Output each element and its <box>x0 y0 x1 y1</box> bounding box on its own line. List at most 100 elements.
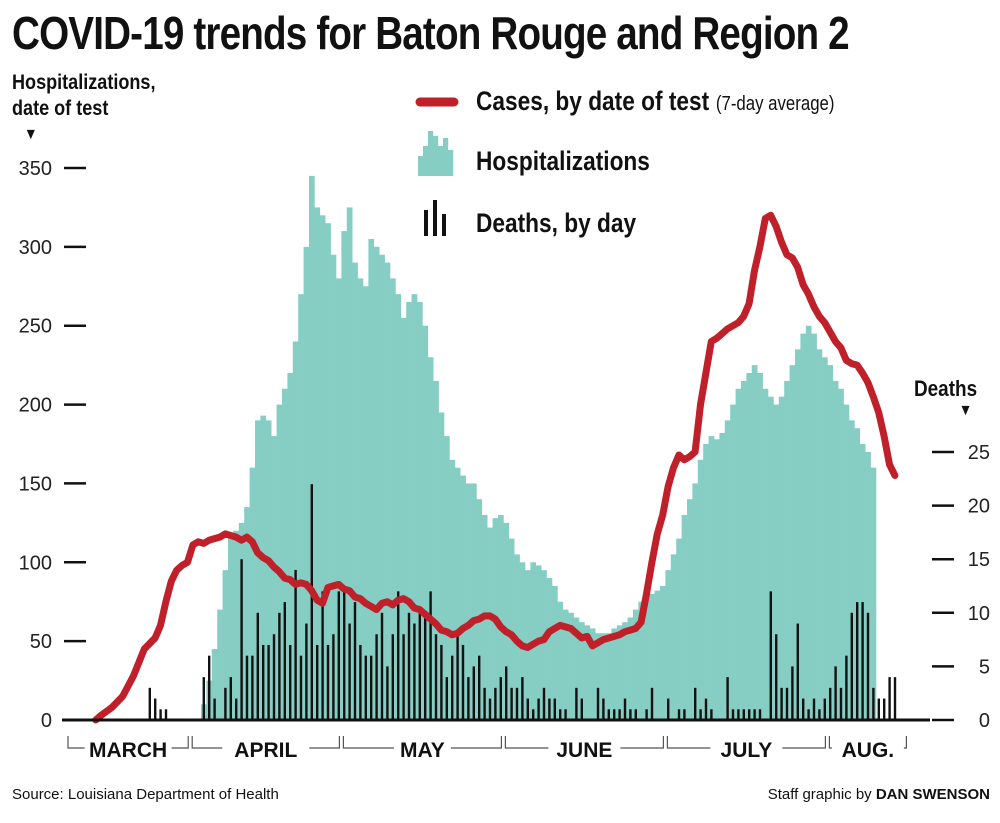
right-tick-label: 10 <box>968 603 990 625</box>
death-bar <box>245 655 249 720</box>
hospitalization-bar <box>627 617 634 720</box>
death-bar <box>413 623 416 720</box>
hospitalization-bar <box>832 380 839 720</box>
right-axis-label-text: Deaths <box>914 376 978 401</box>
month-label-bg <box>710 744 783 754</box>
cases-line-group <box>92 211 899 724</box>
hospitalization-bar <box>692 483 699 720</box>
hospitalization-bar <box>406 302 412 720</box>
death-bar <box>240 559 243 720</box>
death-bar <box>278 612 281 720</box>
death-bar <box>645 709 648 720</box>
hospitalization-bar <box>255 420 261 720</box>
hospitalization-bar <box>417 302 423 720</box>
death-bar <box>332 634 335 720</box>
hospitalization-bar <box>265 420 272 720</box>
hospitalization-bar <box>800 333 807 720</box>
death-bar <box>737 709 740 720</box>
death-bar <box>726 677 729 720</box>
left-tick-label: 300 <box>19 237 52 259</box>
hospitalization-bar <box>379 254 385 720</box>
death-bar <box>461 644 465 720</box>
right-tick-label: 0 <box>979 710 990 732</box>
left-axis-arrow-icon: ▼ <box>24 126 38 143</box>
legend-swatches <box>415 97 459 236</box>
death-bar <box>494 687 497 720</box>
hospitalization-bar <box>859 444 866 720</box>
hospitalization-bar <box>233 530 240 720</box>
hospitalization-bar <box>444 436 450 720</box>
hospitalization-bar <box>552 585 558 720</box>
death-bar <box>418 612 421 720</box>
hospitalization-bar <box>287 373 294 720</box>
hospitalization-bar <box>784 380 790 720</box>
hospitalization-bar <box>778 396 785 720</box>
death-bar <box>877 698 880 720</box>
death-bar <box>326 644 330 720</box>
death-bar <box>483 687 486 720</box>
death-bar <box>445 677 448 720</box>
hospitalization-bar <box>449 459 456 720</box>
death-bar <box>883 698 886 720</box>
death-bar <box>251 655 254 720</box>
hospitalization-bar <box>708 436 715 720</box>
hospitalization-bar <box>854 428 861 720</box>
hospitalization-bar <box>471 483 477 720</box>
hospitalization-bar <box>487 527 493 720</box>
hospitalization-bar <box>438 412 445 720</box>
hospitalization-bar <box>546 578 553 720</box>
death-bar <box>451 655 454 720</box>
death-bar <box>515 687 519 720</box>
death-bar <box>650 687 654 720</box>
legend-deaths-label: Deaths, by day <box>476 208 637 238</box>
death-bar <box>667 698 670 720</box>
death-bar <box>694 687 697 720</box>
credit-prefix: Staff graphic by <box>767 786 872 803</box>
hospitalization-bar <box>822 357 828 720</box>
credit-name: DAN SWENSON <box>875 786 990 803</box>
legend-hosp-swatch-bar <box>438 146 444 176</box>
death-bar <box>235 698 238 720</box>
death-bar <box>456 634 459 720</box>
death-bar <box>823 698 826 720</box>
hospitalization-bar <box>271 436 277 720</box>
hospitalization-bar <box>600 633 607 720</box>
legend-hosp-swatch-bar <box>423 146 429 176</box>
death-bar <box>434 634 438 720</box>
death-bar <box>375 634 378 720</box>
hospitalization-bar <box>476 499 483 720</box>
hospitalization-bar <box>303 246 310 720</box>
hospitalization-bar <box>211 649 218 720</box>
hospitalization-bar <box>298 294 304 720</box>
hospitalization-bar <box>573 617 580 720</box>
death-bar <box>791 666 794 720</box>
month-label: APRIL <box>234 739 297 762</box>
legend-hosp-swatch-bar <box>448 150 454 176</box>
hospitalization-bar <box>390 278 396 720</box>
death-bar <box>704 698 708 720</box>
death-bar <box>731 709 735 720</box>
death-bar <box>802 698 805 720</box>
left-tick-label: 100 <box>19 552 52 574</box>
hospitalization-bar <box>282 388 288 720</box>
death-bar <box>472 666 475 720</box>
death-bar <box>850 612 853 720</box>
death-bar <box>856 602 859 720</box>
month-label: JULY <box>721 739 773 762</box>
hospitalization-bar <box>616 625 623 720</box>
death-bar <box>202 677 205 720</box>
death-bar <box>829 687 832 720</box>
death-bar <box>478 655 481 720</box>
hospitalization-bar <box>773 404 780 720</box>
death-bar <box>440 644 443 720</box>
month-label: AUG. <box>842 739 895 762</box>
death-bar <box>758 709 762 720</box>
death-bar <box>888 677 891 720</box>
death-bar <box>505 666 508 720</box>
death-bar <box>780 687 783 720</box>
left-tick-label: 150 <box>19 473 52 495</box>
hospitalization-bar <box>865 451 871 720</box>
hospitalization-bar <box>789 365 796 720</box>
left-axis-label: Hospitalizations, date of test ▼ <box>12 70 175 148</box>
legend-cases-note: (7-day average) <box>715 93 835 115</box>
